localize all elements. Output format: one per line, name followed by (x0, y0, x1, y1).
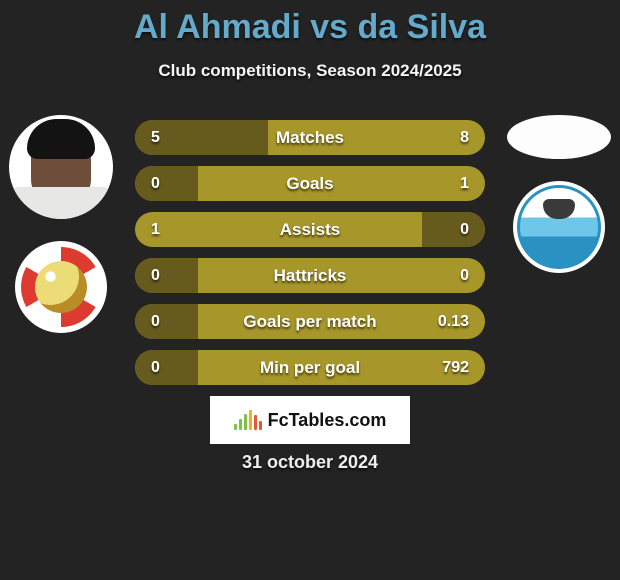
footer-brand-text: FcTables.com (268, 410, 387, 431)
stat-label: Matches (135, 120, 485, 155)
date-text: 31 october 2024 (0, 452, 620, 473)
footer-brand-box: FcTables.com (210, 396, 410, 444)
stat-bar: 10Assists (135, 212, 485, 247)
player-left-avatar (9, 115, 113, 219)
stats-bars: 58Matches 01Goals 10Assists 00Hattricks 00.1… (135, 120, 485, 385)
club-badge-right (513, 181, 605, 273)
subtitle: Club competitions, Season 2024/2025 (0, 61, 620, 81)
stat-bar: 0792Min per goal (135, 350, 485, 385)
stat-bar: 01Goals (135, 166, 485, 201)
right-column (504, 115, 614, 273)
stat-label: Goals per match (135, 304, 485, 339)
page-title: Al Ahmadi vs da Silva (0, 0, 620, 47)
player-right-avatar (507, 115, 611, 159)
stat-bar: 58Matches (135, 120, 485, 155)
stat-label: Assists (135, 212, 485, 247)
stat-label: Goals (135, 166, 485, 201)
club-badge-left (15, 241, 107, 333)
left-column (6, 115, 116, 333)
fctables-logo-icon (234, 410, 262, 430)
stat-label: Hattricks (135, 258, 485, 293)
stat-bar: 00Hattricks (135, 258, 485, 293)
stat-bar: 00.13Goals per match (135, 304, 485, 339)
stat-label: Min per goal (135, 350, 485, 385)
